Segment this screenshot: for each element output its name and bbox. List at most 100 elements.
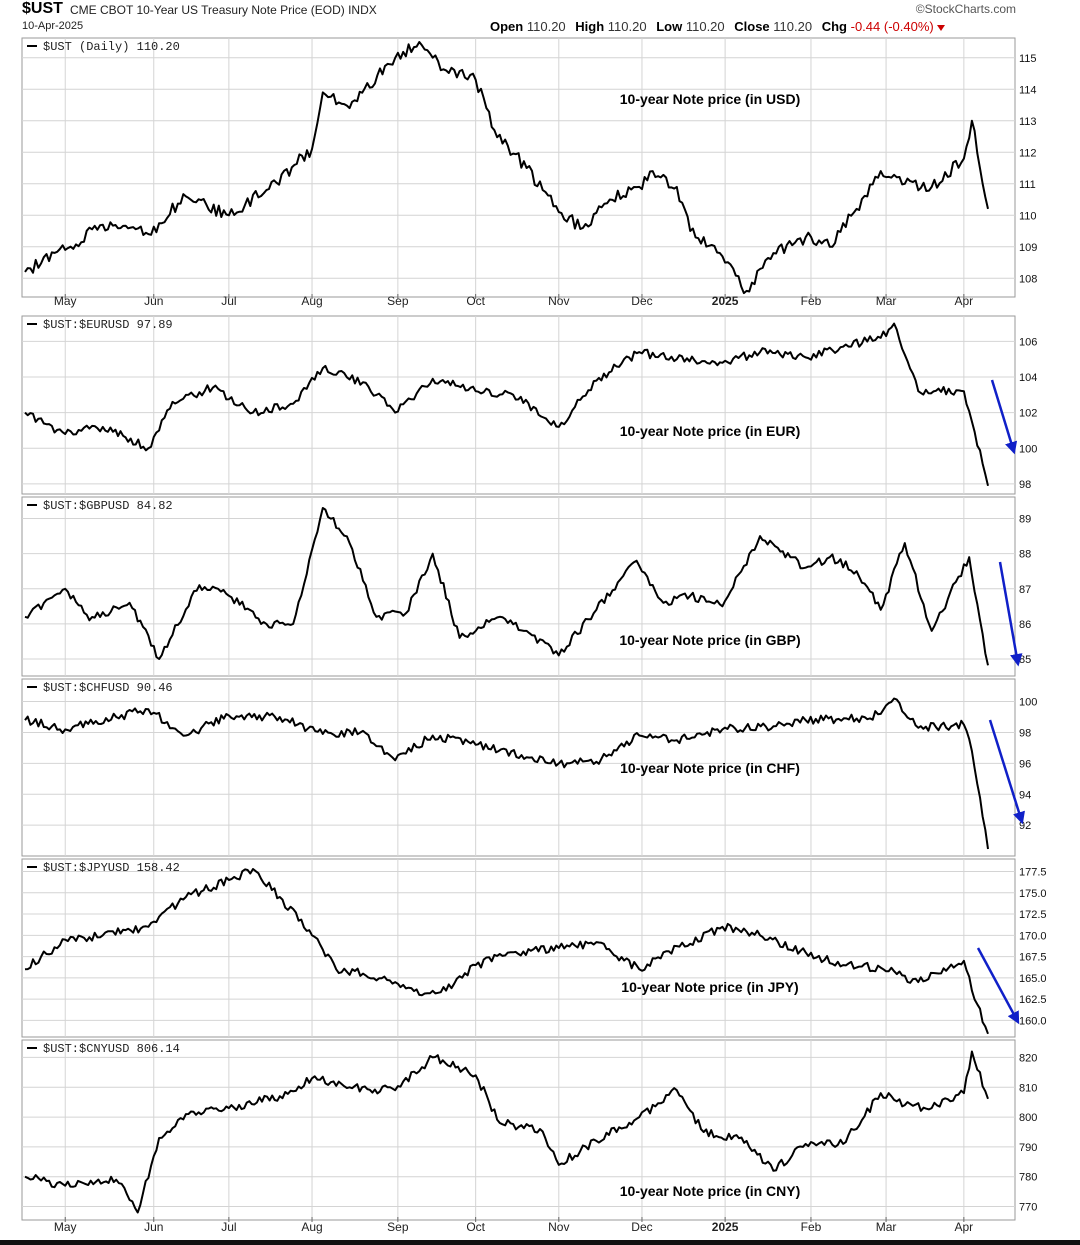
y-tick-label: 790 (1019, 1142, 1037, 1154)
panel-annotation: 10-year Note price (in EUR) (620, 423, 801, 439)
y-tick-label: 113 (1019, 116, 1037, 128)
y-tick-label: 114 (1019, 84, 1037, 96)
date: 10-Apr-2025 (22, 20, 84, 32)
panel-frame (21, 678, 1016, 857)
series-line (24, 41, 989, 295)
ohlc-readout: Open 110.20 High 110.20 Low 110.20 Close… (490, 19, 945, 34)
x-tick-label: Nov (548, 1220, 569, 1234)
y-tick-label: 810 (1019, 1082, 1037, 1094)
y-tick-label: 170.0 (1019, 930, 1047, 942)
panel-frame (21, 1039, 1016, 1221)
y-tick-label: 104 (1019, 372, 1037, 384)
brand-logo[interactable]: ©StockCharts.com (915, 2, 1016, 16)
open-value: 110.20 (526, 19, 566, 34)
y-tick-label: 98 (1019, 479, 1031, 491)
panel-annotation: 10-year Note price (in CHF) (620, 760, 800, 776)
y-tick-label: 162.5 (1019, 994, 1047, 1006)
close-value: 110.20 (773, 19, 813, 34)
symbol: $UST (22, 0, 63, 17)
legend-label: $UST:$JPYUSD 158.42 (43, 861, 180, 875)
panel-frame (21, 858, 1016, 1038)
y-tick-label: 160.0 (1019, 1015, 1047, 1027)
x-tick-label: Oct (466, 1220, 485, 1234)
panel-frame (21, 496, 1016, 677)
x-tick-label: Jul (221, 1220, 236, 1234)
y-tick-label: 770 (1019, 1202, 1037, 1214)
y-tick-label: 165.0 (1019, 973, 1047, 985)
x-tick-label: Aug (301, 294, 322, 308)
panel-annotation: 10-year Note price (in JPY) (621, 979, 798, 995)
description: CME CBOT 10-Year US Treasury Note Price … (70, 3, 377, 17)
y-tick-label: 100 (1019, 697, 1037, 709)
y-tick-label: 110 (1019, 210, 1037, 222)
low-label: Low (656, 19, 683, 34)
x-tick-label: Mar (876, 294, 897, 308)
down-triangle-icon (936, 24, 945, 31)
y-tick-label: 96 (1019, 758, 1031, 770)
chg-label: Chg (821, 19, 847, 34)
y-tick-label: 112 (1019, 147, 1037, 159)
down-arrow-icon (988, 719, 1025, 825)
y-tick-label: 175.0 (1019, 888, 1047, 900)
down-arrow-icon (990, 379, 1018, 455)
y-tick-label: 89 (1019, 514, 1031, 526)
x-tick-label: 2025 (712, 1220, 739, 1234)
x-tick-label: Oct (466, 294, 485, 308)
high-label: High (575, 19, 605, 34)
x-tick-label: Jun (144, 294, 163, 308)
legend-label: $UST (Daily) 110.20 (43, 40, 180, 54)
chg-value: -0.44 (-0.40%) (850, 19, 934, 34)
high-value: 110.20 (607, 19, 647, 34)
y-tick-label: 108 (1019, 273, 1037, 285)
y-tick-label: 100 (1019, 443, 1037, 455)
down-arrow-icon (976, 947, 1020, 1025)
chart-header: $UST CME CBOT 10-Year US Treasury Note P… (0, 0, 1080, 38)
y-tick-label: 820 (1019, 1052, 1037, 1064)
series-line (24, 868, 989, 1035)
open-label: Open (490, 19, 524, 34)
x-tick-label: Jul (221, 294, 236, 308)
x-tick-label: Apr (955, 294, 974, 308)
close-label: Close (734, 19, 770, 34)
series-line (24, 322, 989, 487)
y-tick-label: 167.5 (1019, 952, 1047, 964)
down-arrow-icon (998, 561, 1023, 667)
x-tick-label: Sep (387, 294, 409, 308)
y-tick-label: 109 (1019, 242, 1037, 254)
x-tick-label: Dec (631, 1220, 652, 1234)
x-tick-label: Feb (801, 294, 822, 308)
x-tick-label: Dec (631, 294, 652, 308)
y-tick-label: 88 (1019, 549, 1031, 561)
x-tick-label: Sep (387, 1220, 409, 1234)
panel-frame (21, 37, 1016, 298)
x-tick-label: May (54, 1220, 77, 1234)
y-tick-label: 86 (1019, 619, 1031, 631)
series-line (24, 1050, 989, 1214)
y-tick-label: 98 (1019, 727, 1031, 739)
y-tick-label: 780 (1019, 1172, 1037, 1184)
x-tick-label: Feb (801, 1220, 822, 1234)
y-tick-label: 111 (1019, 179, 1036, 191)
y-tick-label: 94 (1019, 789, 1031, 801)
panel-annotation: 10-year Note price (in USD) (620, 91, 801, 107)
x-tick-label: Jun (144, 1220, 163, 1234)
series-line (24, 697, 989, 850)
y-tick-label: 172.5 (1019, 909, 1047, 921)
legend-label: $UST:$CHFUSD 90.46 (43, 681, 173, 695)
y-tick-label: 85 (1019, 654, 1031, 666)
y-tick-label: 102 (1019, 408, 1037, 420)
panel-annotation: 10-year Note price (in GBP) (619, 632, 800, 648)
y-tick-label: 115 (1019, 53, 1037, 65)
series-line (24, 507, 989, 666)
x-tick-label: 2025 (712, 294, 739, 308)
y-tick-label: 87 (1019, 584, 1031, 596)
y-tick-label: 177.5 (1019, 867, 1047, 879)
x-tick-label: Apr (955, 1220, 974, 1234)
x-tick-label: May (54, 294, 77, 308)
bottom-border (0, 1240, 1080, 1245)
x-tick-label: Mar (876, 1220, 897, 1234)
y-tick-label: 106 (1019, 336, 1037, 348)
panel-annotation: 10-year Note price (in CNY) (620, 1183, 801, 1199)
y-tick-label: 800 (1019, 1112, 1037, 1124)
